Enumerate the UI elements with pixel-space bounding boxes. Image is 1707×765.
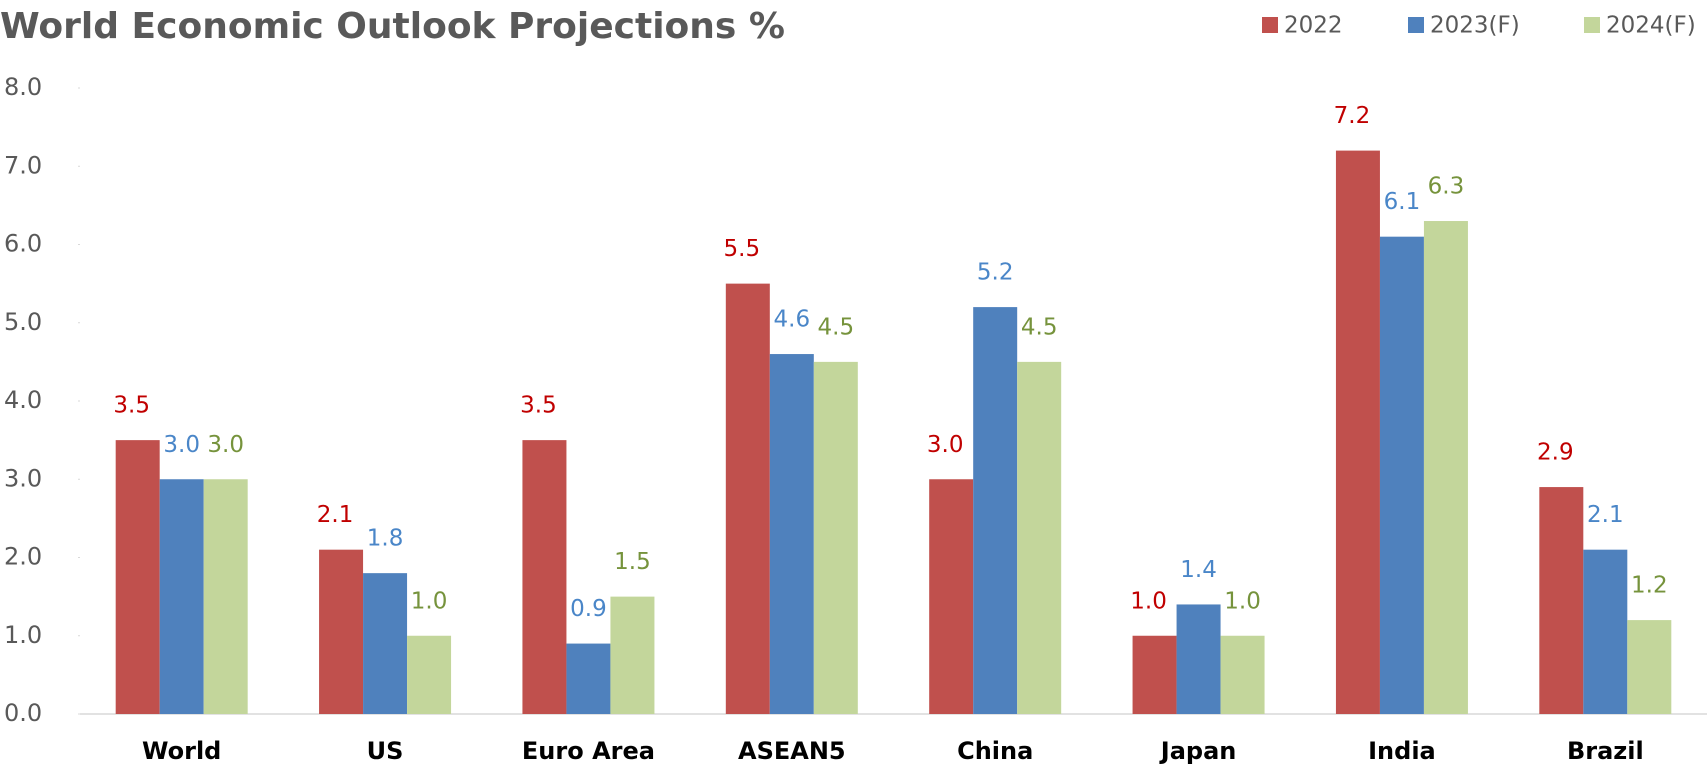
value-label: 3.5 <box>520 393 557 419</box>
value-label: 1.2 <box>1631 573 1668 599</box>
legend-label: 2022 <box>1284 13 1343 39</box>
y-tick-label: 4.0 <box>4 386 42 414</box>
value-label: 4.5 <box>1021 314 1058 340</box>
value-label: 2.1 <box>317 502 354 528</box>
legend-label: 2024(F) <box>1606 13 1696 39</box>
y-tick-label: 2.0 <box>4 543 42 571</box>
y-tick-label: 8.0 <box>4 73 42 101</box>
x-tick-label: India <box>1368 737 1436 765</box>
value-label: 0.9 <box>570 596 607 622</box>
x-tick-label: ASEAN5 <box>738 737 846 765</box>
bar <box>610 596 655 714</box>
bar <box>725 283 770 714</box>
bar <box>929 479 974 714</box>
value-label: 6.3 <box>1428 174 1465 200</box>
value-label: 6.1 <box>1384 189 1421 215</box>
legend-swatch <box>1262 17 1278 33</box>
chart-title: World Economic Outlook Projections % <box>0 6 785 47</box>
value-label: 3.0 <box>163 432 200 458</box>
legend-label: 2023(F) <box>1430 13 1520 39</box>
value-label: 1.0 <box>1224 588 1261 614</box>
x-tick-label: Japan <box>1159 737 1237 765</box>
value-label: 4.6 <box>774 307 811 333</box>
bar <box>522 440 567 714</box>
bar <box>769 354 814 714</box>
x-tick-label: World <box>142 737 221 765</box>
value-label: 3.0 <box>207 432 244 458</box>
x-tick-label: Euro Area <box>522 737 655 765</box>
bar <box>1423 221 1468 714</box>
value-label: 2.9 <box>1537 440 1574 466</box>
bar <box>203 479 248 714</box>
value-label: 1.0 <box>411 588 448 614</box>
bar <box>319 549 364 714</box>
value-label: 4.5 <box>818 314 855 340</box>
bar <box>1335 150 1380 715</box>
value-label: 1.4 <box>1180 557 1217 583</box>
value-label: 2.1 <box>1587 502 1624 528</box>
y-tick-label: 7.0 <box>4 151 42 179</box>
bar <box>1220 635 1265 714</box>
bar <box>115 440 160 714</box>
bar <box>1627 620 1672 714</box>
bar <box>363 573 408 714</box>
value-label: 1.0 <box>1130 588 1167 614</box>
value-label: 1.5 <box>614 549 651 575</box>
value-label: 7.2 <box>1334 103 1371 129</box>
value-label: 5.5 <box>724 236 761 262</box>
bar <box>566 643 611 714</box>
legend-swatch <box>1408 17 1424 33</box>
bar <box>1017 361 1062 714</box>
x-tick-label: China <box>957 737 1033 765</box>
value-label: 5.2 <box>977 260 1014 286</box>
bar <box>973 307 1018 714</box>
x-tick-label: US <box>367 737 404 765</box>
value-label: 1.8 <box>367 526 404 552</box>
bar <box>1176 604 1221 714</box>
bar <box>1583 549 1628 714</box>
bar <box>407 635 452 714</box>
bar <box>813 361 858 714</box>
y-tick-label: 3.0 <box>4 464 42 492</box>
y-tick-label: 5.0 <box>4 308 42 336</box>
x-tick-label: Brazil <box>1567 737 1644 765</box>
legend-swatch <box>1584 17 1600 33</box>
value-label: 3.0 <box>927 432 964 458</box>
y-tick-label: 0.0 <box>4 699 42 727</box>
bar <box>1539 487 1584 714</box>
bar <box>1132 635 1177 714</box>
bar <box>1379 236 1424 715</box>
y-tick-label: 6.0 <box>4 230 42 258</box>
bar <box>159 479 204 714</box>
value-label: 3.5 <box>113 393 150 419</box>
y-tick-label: 1.0 <box>4 621 42 649</box>
